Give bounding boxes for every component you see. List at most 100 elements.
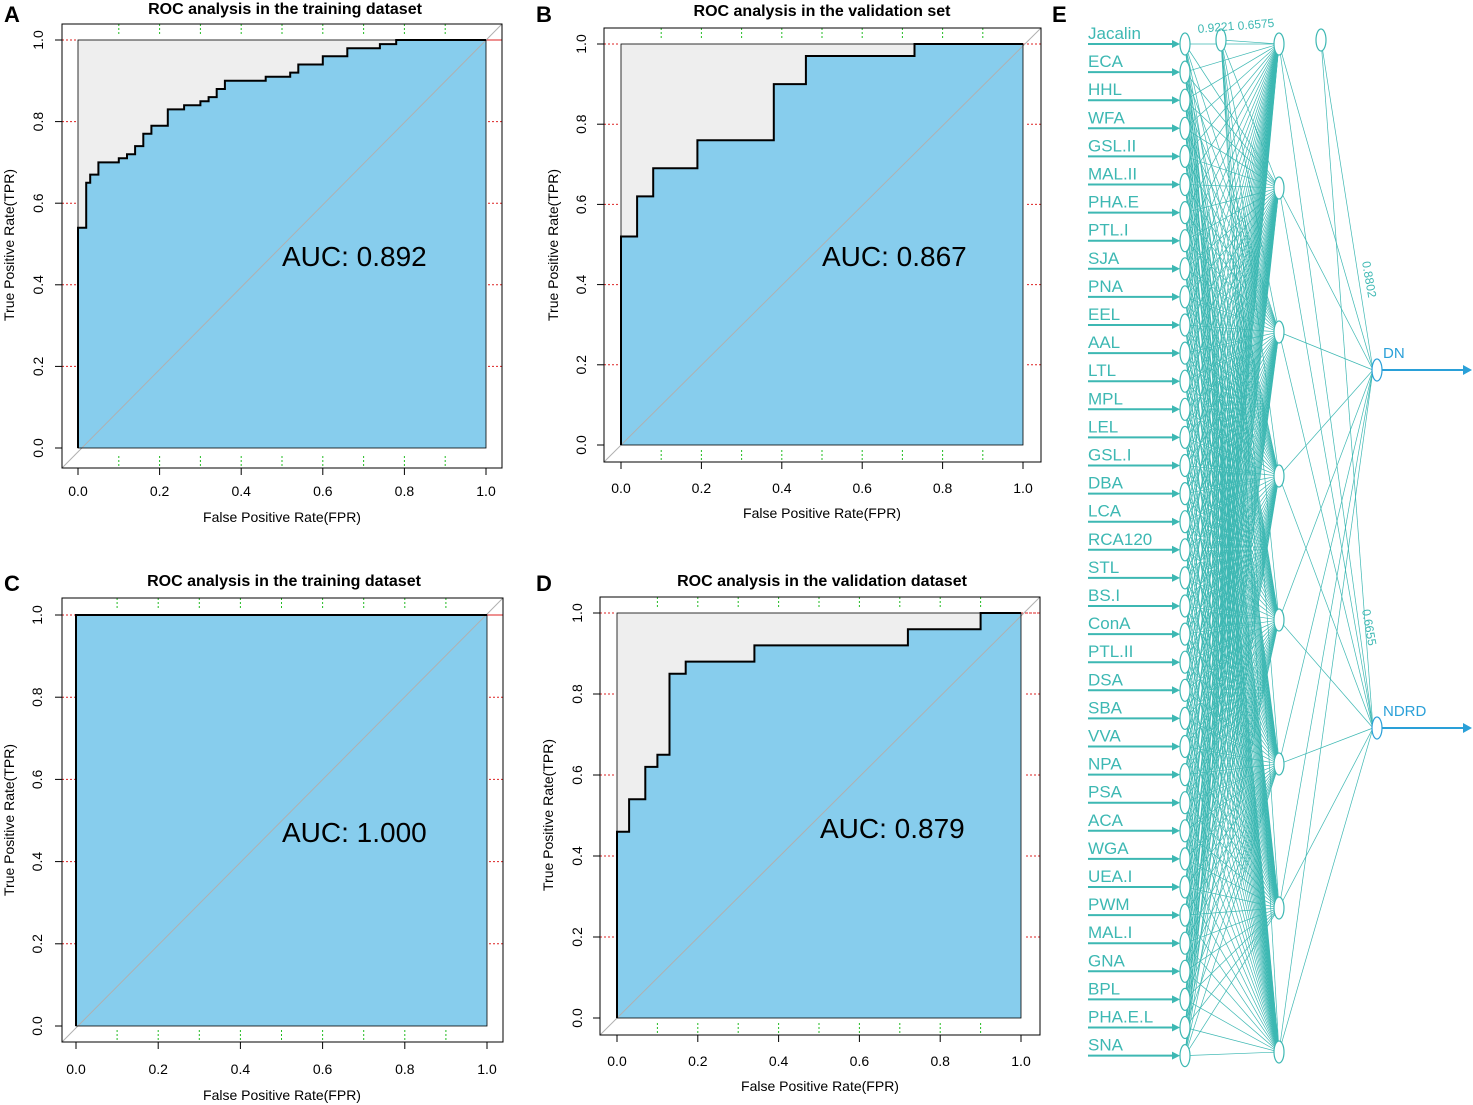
bias-edge bbox=[1220, 39, 1280, 333]
input-hidden-edge bbox=[1184, 43, 1280, 663]
x-axis-label: False Positive Rate(FPR) bbox=[203, 509, 361, 525]
input-hidden-edge bbox=[1184, 43, 1280, 691]
input-node-label: LTL bbox=[1088, 361, 1116, 380]
input-hidden-edge bbox=[1184, 802, 1280, 909]
arrow-head-icon bbox=[1172, 1023, 1180, 1032]
arrow-head-icon bbox=[1463, 365, 1472, 375]
input-hidden-edge bbox=[1184, 43, 1280, 185]
input-hidden-edge bbox=[1184, 381, 1280, 621]
arrow-head-icon bbox=[1172, 967, 1180, 976]
diagonal-reference bbox=[61, 23, 503, 469]
x-tick-label: 0.4 bbox=[231, 483, 251, 499]
bias-edge bbox=[1220, 39, 1280, 189]
roc-curve bbox=[616, 612, 1021, 1018]
arrow-head-icon bbox=[1172, 96, 1180, 105]
neural-network-panel: E Jacalin ECA HHL WFA GSL.II MAL.II PHA.E PTL.I… bbox=[1052, 2, 1472, 1068]
hidden-output-edge bbox=[1278, 331, 1374, 729]
input-hidden-edge bbox=[1184, 43, 1280, 1028]
x-axis-label: False Positive Rate(FPR) bbox=[743, 505, 901, 521]
input-hidden-edge bbox=[1184, 437, 1280, 621]
arrow-head-icon bbox=[1172, 208, 1180, 217]
output-node bbox=[1371, 716, 1383, 740]
input-hidden-edge bbox=[1184, 43, 1280, 354]
diagonal-reference bbox=[599, 596, 1041, 1036]
x-axis-label: False Positive Rate(FPR) bbox=[203, 1087, 361, 1103]
roc-curve bbox=[75, 614, 487, 1026]
input-hidden-edge bbox=[1184, 465, 1280, 621]
input-node-label: VVA bbox=[1088, 727, 1121, 746]
x-tick-label: 0.0 bbox=[68, 483, 88, 499]
arrow-head-icon bbox=[1172, 321, 1180, 329]
input-node bbox=[1179, 341, 1191, 365]
x-tick-label: 1.0 bbox=[1013, 480, 1033, 496]
arrow-head-icon bbox=[1172, 630, 1180, 639]
input-hidden-edge bbox=[1184, 521, 1280, 765]
y-axis-label: True Positive Rate(TPR) bbox=[545, 169, 561, 321]
input-hidden-edge bbox=[1184, 577, 1280, 765]
arrow-head-icon bbox=[1172, 939, 1180, 948]
hidden-output-edge bbox=[1278, 43, 1374, 371]
roc-panel-a: A ROC analysis in the training dataset 0… bbox=[1, 1, 503, 525]
y-tick-label: 0.4 bbox=[29, 852, 45, 872]
roc-panel-b: B ROC analysis in the validation set 0.0… bbox=[536, 2, 1042, 521]
hidden-output-edge bbox=[1278, 369, 1374, 621]
arrow-head-icon bbox=[1172, 489, 1180, 498]
input-hidden-edge bbox=[1184, 43, 1280, 494]
x-tick-label: 1.0 bbox=[1011, 1053, 1031, 1069]
input-node-label: SJA bbox=[1088, 249, 1120, 268]
bias-node bbox=[1315, 28, 1327, 52]
input-hidden-edge bbox=[1184, 605, 1280, 765]
input-hidden-edge bbox=[1184, 43, 1280, 466]
y-axis-label: True Positive Rate(TPR) bbox=[1, 169, 17, 321]
hidden-output-edge bbox=[1278, 331, 1374, 371]
input-hidden-edge bbox=[1184, 521, 1280, 621]
input-hidden-edge bbox=[1184, 43, 1280, 382]
input-node bbox=[1179, 959, 1191, 983]
arrow-head-icon bbox=[1172, 742, 1180, 751]
input-node-label: MAL.I bbox=[1088, 923, 1132, 942]
arrow-head-icon bbox=[1172, 854, 1180, 863]
input-hidden-edge bbox=[1184, 43, 1280, 1000]
auc-label: AUC: 1.000 bbox=[282, 817, 427, 848]
bias-node bbox=[1215, 28, 1227, 52]
output-node-label: DN bbox=[1383, 345, 1405, 362]
input-node-label: LCA bbox=[1088, 502, 1122, 521]
input-hidden-edge bbox=[1184, 352, 1280, 621]
hidden-output-edge bbox=[1278, 187, 1374, 729]
input-hidden-edge bbox=[1184, 633, 1280, 765]
y-tick-label: 0.4 bbox=[573, 275, 589, 295]
input-node bbox=[1179, 482, 1191, 506]
x-tick-label: 0.2 bbox=[148, 1061, 168, 1077]
plot-area: 0.0 0.2 0.4 0.6 0.8 1.0 0.0 0.2 0.4 0.6 0.8 1.0 bbox=[29, 597, 504, 1077]
bias-edge bbox=[1320, 39, 1374, 371]
input-node bbox=[1179, 32, 1191, 56]
input-node bbox=[1179, 566, 1191, 590]
arrow-head-icon bbox=[1172, 461, 1180, 470]
network-connections bbox=[1088, 39, 1472, 1060]
input-node bbox=[1179, 313, 1191, 337]
input-hidden-edge bbox=[1184, 352, 1280, 477]
input-node bbox=[1179, 538, 1191, 562]
arrow-head-icon bbox=[1172, 68, 1180, 77]
bias-edge bbox=[1220, 39, 1280, 1053]
y-axis-label: True Positive Rate(TPR) bbox=[1, 744, 17, 896]
x-tick-label: 0.0 bbox=[611, 480, 631, 496]
y-tick-label: 0.6 bbox=[569, 765, 585, 785]
input-hidden-edge bbox=[1184, 43, 1280, 831]
input-node bbox=[1179, 650, 1191, 674]
y-tick-label: 0.0 bbox=[573, 435, 589, 455]
input-hidden-edge bbox=[1184, 549, 1280, 765]
auc-label: AUC: 0.892 bbox=[282, 241, 427, 272]
input-hidden-edge bbox=[1184, 43, 1280, 73]
input-node-label: HHL bbox=[1088, 80, 1122, 99]
x-tick-label: 0.6 bbox=[852, 480, 872, 496]
input-node-label: PSA bbox=[1088, 783, 1123, 802]
input-hidden-edge bbox=[1184, 886, 1280, 1053]
input-node-label: ACA bbox=[1088, 811, 1124, 830]
arrow-head-icon bbox=[1172, 995, 1180, 1004]
arrow-head-icon bbox=[1172, 517, 1180, 526]
input-hidden-edge bbox=[1184, 43, 1280, 522]
x-tick-label: 0.2 bbox=[692, 480, 712, 496]
output-node bbox=[1371, 358, 1383, 382]
y-tick-label: 0.2 bbox=[569, 927, 585, 947]
